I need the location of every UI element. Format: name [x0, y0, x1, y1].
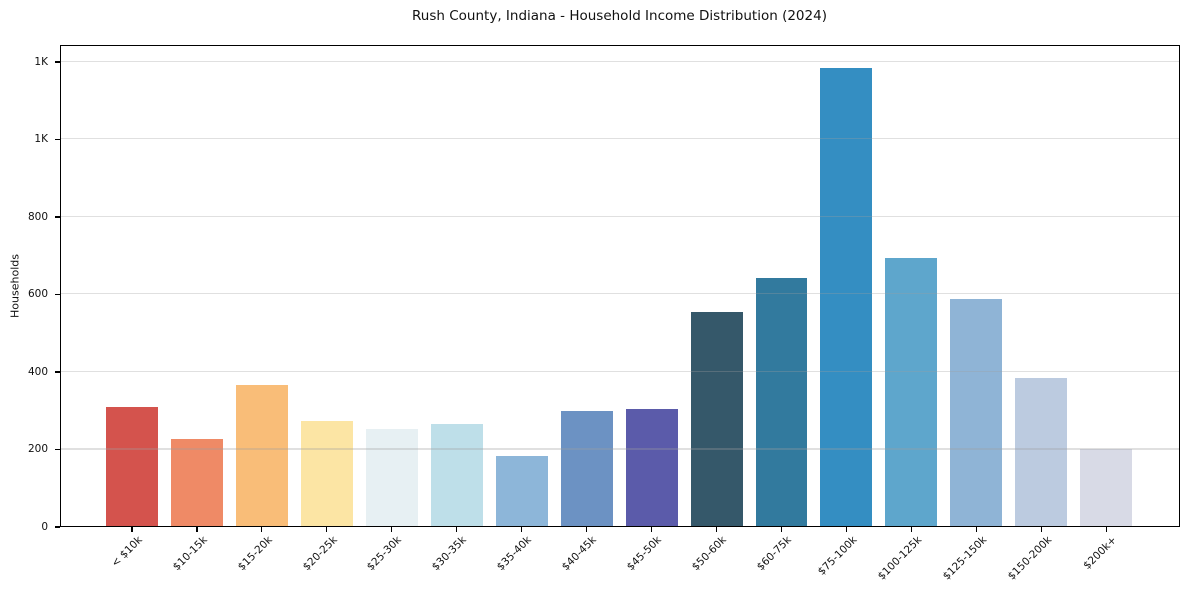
x-tick: [131, 527, 133, 532]
bar--100-125k: [885, 257, 938, 527]
chart-title: Rush County, Indiana - Household Income …: [412, 8, 827, 24]
x-tick: [1105, 527, 1107, 532]
y-tick-label: 0: [41, 521, 48, 533]
x-tick-label: $60-75k: [754, 534, 794, 574]
gridline: [59, 370, 1180, 372]
y-tick: [54, 293, 60, 296]
gridline: [59, 60, 1180, 62]
bar--60-75k: [755, 277, 808, 527]
x-tick: [650, 527, 653, 532]
x-tick-label: $20-25k: [300, 534, 340, 574]
bar--10-15k: [170, 439, 223, 527]
x-tick: [521, 527, 523, 532]
x-tick: [326, 527, 328, 532]
bar--15-20k: [235, 384, 288, 527]
bar--45-50k: [625, 408, 678, 527]
gridline: [59, 215, 1180, 217]
bar--50-60k: [690, 311, 743, 527]
x-tick-label: $10-15k: [170, 534, 210, 574]
x-tick-label: $200k+: [1080, 534, 1119, 572]
x-tick: [910, 527, 913, 532]
x-tick: [585, 527, 588, 532]
y-tick-label: 600: [27, 288, 48, 301]
bar--75-100k: [820, 67, 873, 527]
gridline: [59, 448, 1180, 450]
y-axis-label: Households: [8, 254, 22, 318]
x-tick: [975, 527, 977, 532]
x-tick-label: < $10k: [108, 534, 145, 570]
y-tick: [54, 448, 60, 451]
x-tick-label: $125-150k: [940, 534, 989, 583]
y-tick: [54, 61, 60, 63]
x-tick-label: $45-50k: [624, 534, 665, 574]
bar--30-35k: [430, 423, 483, 527]
y-tick: [54, 138, 60, 141]
bar--125-150k: [950, 298, 1003, 527]
y-tick-label: 1K: [34, 55, 48, 68]
gridline: [59, 293, 1180, 295]
bar--200k-: [1080, 449, 1133, 527]
y-tick-label: 400: [27, 365, 48, 378]
bar--25-30k: [365, 428, 418, 527]
x-tick: [196, 527, 198, 532]
y-tick: [54, 216, 60, 218]
x-tick: [456, 527, 458, 532]
x-tick-label: $100-125k: [875, 534, 924, 583]
x-tick: [845, 527, 848, 532]
plot-area: [59, 45, 1180, 527]
x-tick-label: $75-100k: [815, 534, 859, 578]
x-tick-label: $150-200k: [1005, 534, 1054, 583]
x-tick: [391, 527, 393, 532]
bar--20-25k: [300, 420, 353, 527]
x-tick-label: $50-60k: [689, 534, 730, 574]
x-tick-label: $30-35k: [430, 534, 470, 574]
x-tick: [261, 527, 263, 532]
x-tick-label: $40-45k: [560, 534, 600, 574]
x-tick-label: $25-30k: [365, 534, 405, 574]
y-tick-label: 1K: [34, 133, 48, 146]
x-tick-label: $35-40k: [495, 534, 535, 574]
y-tick: [54, 526, 60, 528]
x-tick: [715, 527, 718, 532]
x-tick-label: $15-20k: [235, 534, 275, 574]
y-tick-label: 800: [27, 210, 48, 223]
x-tick: [780, 527, 783, 532]
gridline: [59, 138, 1180, 140]
bar--35-40k: [495, 455, 548, 527]
x-tick: [1040, 527, 1042, 532]
bar--150-200k: [1015, 377, 1068, 527]
bar--10k: [105, 406, 158, 527]
y-tick-label: 200: [27, 443, 48, 456]
y-tick: [54, 371, 60, 373]
bar--40-45k: [560, 410, 613, 527]
